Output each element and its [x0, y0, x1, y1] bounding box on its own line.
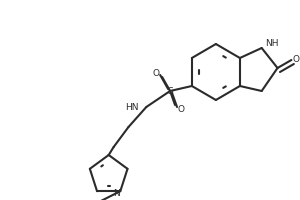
Text: O: O: [178, 104, 184, 114]
Text: N: N: [113, 189, 120, 198]
Text: HN: HN: [125, 102, 138, 112]
Text: NH: NH: [265, 38, 278, 47]
Text: S: S: [167, 86, 173, 96]
Text: O: O: [293, 55, 300, 64]
Text: O: O: [153, 68, 160, 77]
